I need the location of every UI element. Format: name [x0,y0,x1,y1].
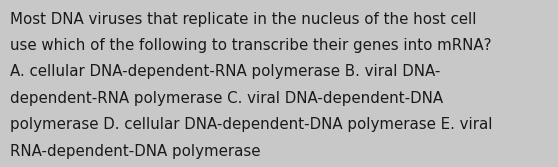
Text: A. cellular DNA-dependent-RNA polymerase B. viral DNA-: A. cellular DNA-dependent-RNA polymerase… [10,64,440,79]
Text: dependent-RNA polymerase C. viral DNA-dependent-DNA: dependent-RNA polymerase C. viral DNA-de… [10,91,443,106]
Text: RNA-dependent-DNA polymerase: RNA-dependent-DNA polymerase [10,144,261,159]
Text: use which of the following to transcribe their genes into mRNA?: use which of the following to transcribe… [10,38,492,53]
Text: Most DNA viruses that replicate in the nucleus of the host cell: Most DNA viruses that replicate in the n… [10,12,477,27]
Text: polymerase D. cellular DNA-dependent-DNA polymerase E. viral: polymerase D. cellular DNA-dependent-DNA… [10,117,493,132]
